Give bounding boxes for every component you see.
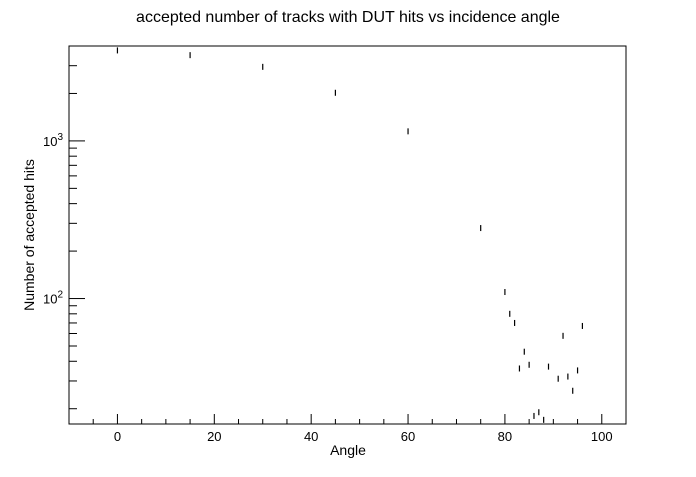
data-points xyxy=(116,47,584,423)
y-tick-label: 102 xyxy=(43,290,63,307)
x-tick-label: 0 xyxy=(114,429,121,444)
x-tick-label: 40 xyxy=(304,429,318,444)
x-axis: 0 20 40 60 80 100 xyxy=(92,414,627,444)
x-tick-label: 20 xyxy=(207,429,221,444)
x-axis-label: Angle xyxy=(330,442,366,458)
y-axis: 102 103 xyxy=(43,45,85,410)
y-tick-label: 103 xyxy=(43,132,63,149)
x-tick-label: 100 xyxy=(591,429,613,444)
x-tick-label: 60 xyxy=(401,429,415,444)
chart-title: accepted number of tracks with DUT hits … xyxy=(136,9,560,26)
x-tick-label: 80 xyxy=(498,429,512,444)
plot-frame xyxy=(68,45,627,425)
y-axis-label: Number of accepted hits xyxy=(21,159,37,311)
